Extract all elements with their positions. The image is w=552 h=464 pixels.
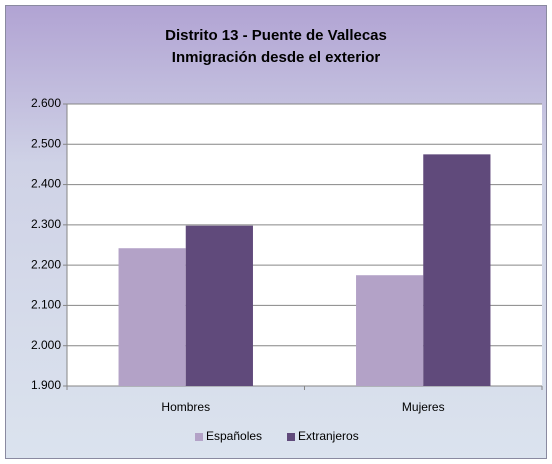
chart-title: Distrito 13 - Puente de Vallecas [165, 27, 387, 44]
y-tick-label: 2.400 [31, 177, 61, 191]
y-tick-label: 2.300 [31, 217, 61, 231]
y-tick-label: 2.500 [31, 136, 61, 150]
legend-swatch [287, 433, 295, 441]
bar [423, 154, 491, 386]
x-tick-label: Mujeres [402, 400, 445, 414]
y-tick-label: 2.100 [31, 298, 61, 312]
y-tick-label: 2.200 [31, 257, 61, 271]
bar [356, 275, 424, 386]
legend-label: Extranjeros [298, 429, 359, 443]
y-tick-label: 2.000 [31, 338, 61, 352]
bar [118, 248, 186, 386]
legend-swatch [195, 433, 203, 441]
bar [185, 225, 253, 386]
y-tick-label: 2.600 [31, 96, 61, 110]
chart-subtitle: Inmigración desde el exterior [172, 49, 381, 66]
y-tick-label: 1.900 [31, 378, 61, 392]
legend-label: Españoles [206, 429, 262, 443]
x-tick-label: Hombres [161, 400, 210, 414]
